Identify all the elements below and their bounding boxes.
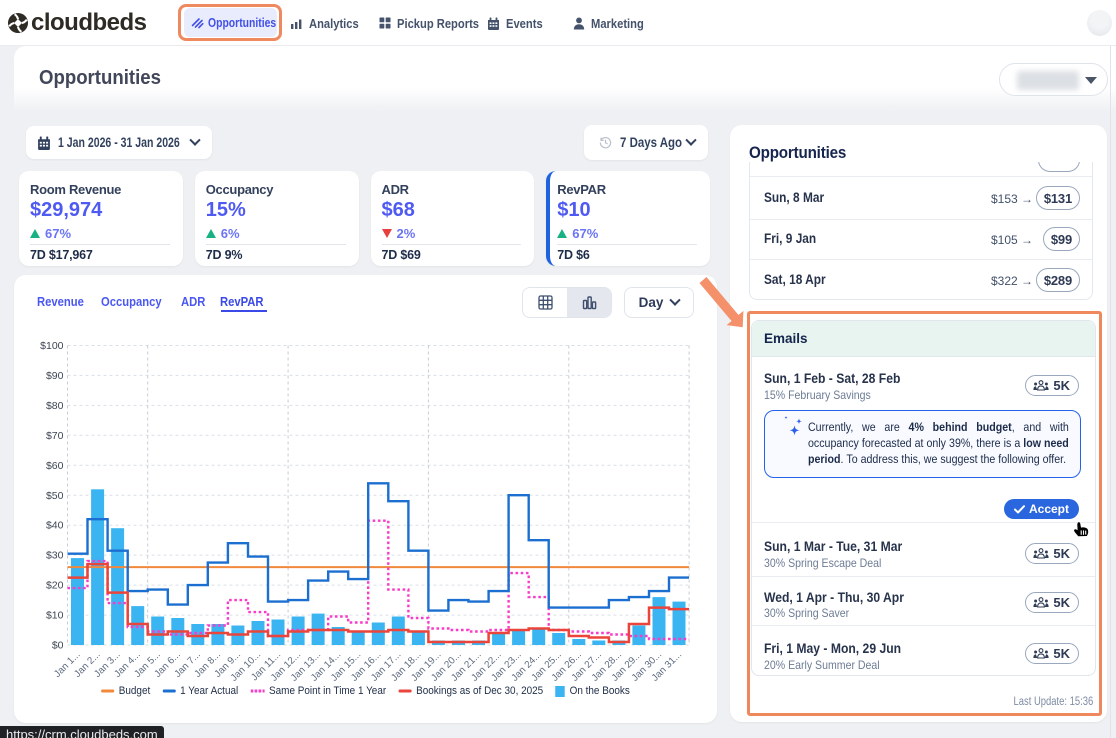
svg-text:$20: $20 (46, 580, 64, 592)
svg-text:$10: $10 (46, 610, 64, 622)
svg-text:$60: $60 (46, 460, 64, 472)
svg-text:$100: $100 (40, 340, 64, 352)
svg-text:$0: $0 (52, 640, 64, 652)
svg-text:$70: $70 (46, 430, 64, 442)
svg-text:$40: $40 (46, 520, 64, 532)
svg-text:$30: $30 (46, 550, 64, 562)
svg-text:$90: $90 (46, 370, 64, 382)
svg-text:$80: $80 (46, 400, 64, 412)
svg-text:$50: $50 (46, 490, 64, 502)
